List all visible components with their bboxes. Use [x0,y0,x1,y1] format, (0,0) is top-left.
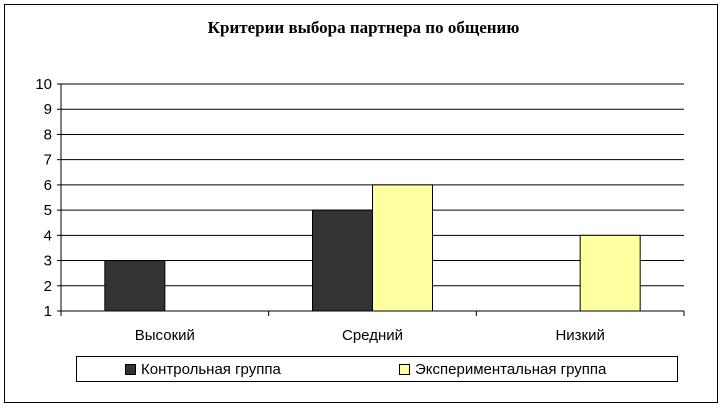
legend-swatch-experimental [399,363,410,375]
legend-label-experimental: Экспериментальная группа [415,360,607,378]
y-tick-label: 9 [44,101,52,118]
chart-legend: Контрольная группа Экспериментальная гру… [76,356,678,382]
y-tick-label: 6 [44,177,52,194]
y-tick-label: 7 [44,152,52,169]
x-tick-label: Низкий [555,327,604,344]
legend-label-control: Контрольная группа [141,360,281,378]
x-tick-label: Высокий [135,327,195,344]
bar-control [312,209,373,312]
y-tick-label: 1 [44,303,52,320]
y-tick-label: 4 [44,227,52,244]
y-tick-label: 10 [35,76,52,93]
y-tick-label: 3 [44,253,52,270]
x-tick-label: Средний [342,327,403,344]
bar-control [104,260,166,312]
y-tick-label: 8 [44,126,52,143]
legend-item-experimental: Экспериментальная группа [399,360,606,378]
y-tick-label: 2 [44,278,52,295]
legend-item-control: Контрольная группа [125,360,281,378]
legend-swatch-control [125,363,136,375]
chart-title: Критерии выбора партнера по общению [207,18,520,37]
bar-experimental [372,184,433,312]
bar-experimental [579,234,641,312]
y-tick-label: 5 [44,202,52,219]
